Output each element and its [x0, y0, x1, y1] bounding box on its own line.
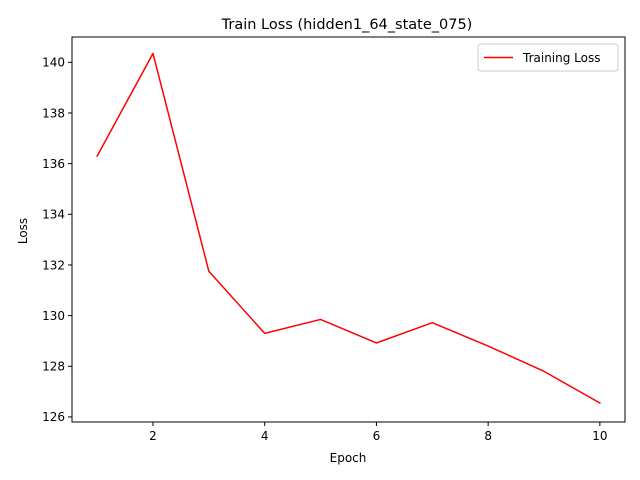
x-tick-label: 4 — [261, 429, 269, 443]
y-tick-label: 138 — [42, 106, 65, 120]
series-line-training-loss — [96, 52, 601, 405]
y-tick-label: 136 — [42, 157, 65, 171]
x-tick-label: 8 — [484, 429, 492, 443]
y-tick-label: 126 — [42, 410, 65, 424]
y-tick-label: 134 — [42, 208, 65, 222]
legend-box — [477, 43, 619, 72]
plot-area — [96, 52, 601, 405]
x-tick-label: 6 — [373, 429, 381, 443]
x-tick-label: 2 — [149, 429, 157, 443]
y-axis: 126 128 130 132 134 136 138 140 — [42, 56, 72, 424]
legend: Training Loss — [477, 43, 619, 72]
y-tick-label: 128 — [42, 360, 65, 374]
x-axis: 2 4 6 8 10 — [149, 422, 608, 443]
y-tick-label: 140 — [42, 56, 65, 70]
chart-title: Train Loss (hidden1_64_state_075) — [221, 17, 473, 33]
legend-label-training-loss: Training Loss — [522, 51, 600, 65]
x-tick-label: 10 — [592, 429, 607, 443]
y-tick-label: 132 — [42, 258, 65, 272]
y-tick-label: 130 — [42, 309, 65, 323]
y-axis-label: Loss — [16, 218, 30, 244]
x-axis-label: Epoch — [330, 451, 367, 465]
plot-frame — [71, 36, 626, 423]
